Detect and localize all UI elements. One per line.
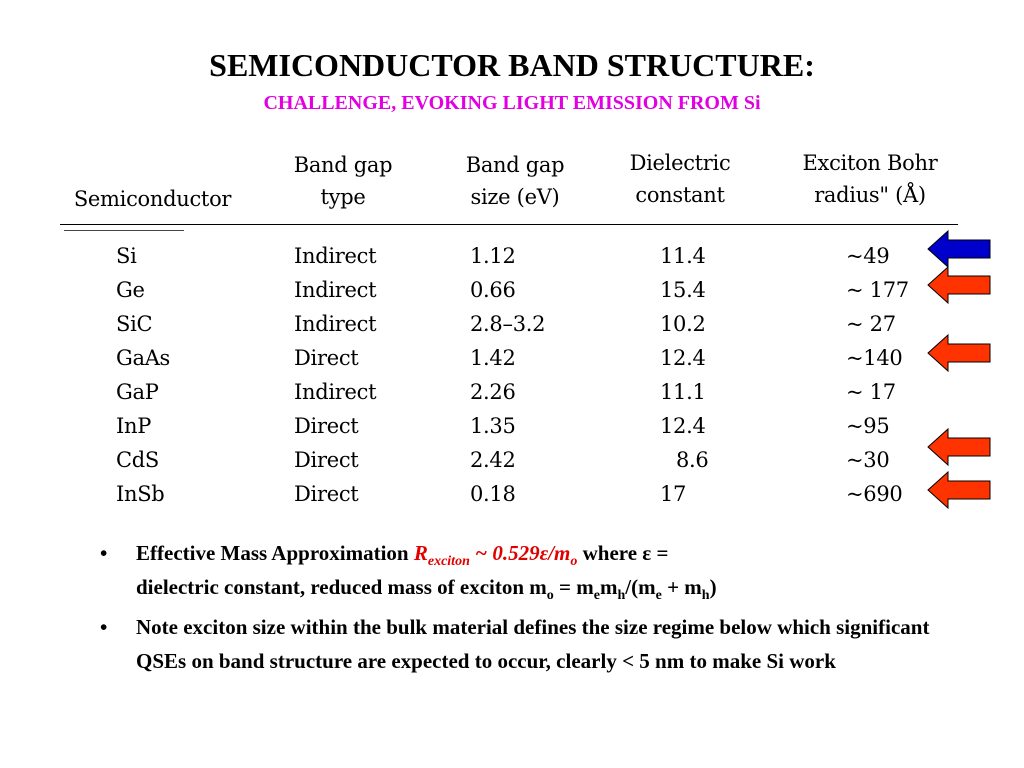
row-si-name: Si — [116, 244, 137, 268]
row-si-type: Indirect — [294, 244, 377, 268]
row-sic-name: SiC — [116, 312, 153, 336]
row-ge-size: 0.66 — [470, 278, 516, 302]
left-arrow-icon-red — [926, 265, 992, 305]
row-insb-dielectric: 17 — [660, 482, 687, 506]
row-si-dielectric: 11.4 — [660, 244, 706, 268]
row-cds-radius: ~30 — [846, 448, 890, 472]
header-rule — [60, 224, 958, 225]
header-dielectric-2: constant — [635, 183, 725, 207]
row-inp-size: 1.35 — [470, 414, 516, 438]
row-sic-radius: ~ 27 — [846, 312, 896, 336]
row-ge-radius: ~ 177 — [846, 278, 909, 302]
header-semiconductor: Semiconductor — [73, 187, 232, 211]
row-insb-type: Direct — [294, 482, 359, 506]
left-arrow-icon-red — [926, 333, 992, 373]
row-sic-size: 2.8–3.2 — [470, 312, 546, 336]
row-si-radius: ~49 — [846, 244, 890, 268]
row-gaas-type: Direct — [294, 346, 359, 370]
header-bohr-1: Exciton Bohr — [802, 151, 938, 175]
row-cds-name: CdS — [116, 448, 159, 472]
row-ge-type: Indirect — [294, 278, 377, 302]
bullet-mark: • — [100, 615, 108, 639]
header-gap-type-1: Band gap — [293, 153, 393, 177]
page-title: SEMICONDUCTOR BAND STRUCTURE: — [209, 47, 815, 83]
row-gap-size: 2.26 — [470, 380, 516, 404]
row-cds-dielectric: 8.6 — [676, 448, 709, 472]
bullet-list: • Effective Mass Approximation Rexciton … — [100, 536, 960, 684]
bullet-exciton-size: • Note exciton size within the bulk mate… — [100, 610, 960, 678]
row-inp-type: Direct — [294, 414, 359, 438]
row-cds-size: 2.42 — [470, 448, 516, 472]
row-gaas-size: 1.42 — [470, 346, 516, 370]
header-gap-size-1: Band gap — [465, 153, 565, 177]
row-inp-name: InP — [116, 414, 152, 438]
header-dielectric-1: Dielectric — [629, 151, 731, 175]
row-insb-radius: ~690 — [846, 482, 903, 506]
header-bohr-2: radius" (Å) — [814, 183, 926, 207]
row-ge-name: Ge — [116, 278, 145, 302]
row-gaas-dielectric: 12.4 — [660, 346, 706, 370]
row-si-size: 1.12 — [470, 244, 516, 268]
header-gap-type-2: type — [320, 185, 366, 209]
row-sic-dielectric: 10.2 — [660, 312, 706, 336]
row-gaas-radius: ~140 — [846, 346, 903, 370]
row-inp-radius: ~95 — [846, 414, 890, 438]
row-gaas-name: GaAs — [116, 346, 171, 370]
row-sic-type: Indirect — [294, 312, 377, 336]
row-ge-dielectric: 15.4 — [660, 278, 706, 302]
bullet-effective-mass: • Effective Mass Approximation Rexciton … — [100, 536, 960, 604]
left-arrow-icon-blue — [926, 229, 992, 269]
row-gap-name: GaP — [116, 380, 159, 404]
row-gap-dielectric: 11.1 — [660, 380, 706, 404]
header-gap-size-2: size (eV) — [470, 185, 560, 209]
row-inp-dielectric: 12.4 — [660, 414, 706, 438]
left-arrow-icon-red — [926, 427, 992, 467]
row-cds-type: Direct — [294, 448, 359, 472]
row-gap-type: Indirect — [294, 380, 377, 404]
left-arrow-icon-red — [926, 470, 992, 510]
row-gap-radius: ~ 17 — [846, 380, 896, 404]
row-insb-size: 0.18 — [470, 482, 516, 506]
semiconductor-table: Semiconductor Band gap type Band gap siz… — [60, 140, 960, 520]
page-subtitle: CHALLENGE, EVOKING LIGHT EMISSION FROM S… — [263, 92, 761, 114]
bullet-mark: • — [100, 541, 108, 565]
header-rule-short — [64, 230, 184, 231]
row-insb-name: InSb — [116, 482, 165, 506]
